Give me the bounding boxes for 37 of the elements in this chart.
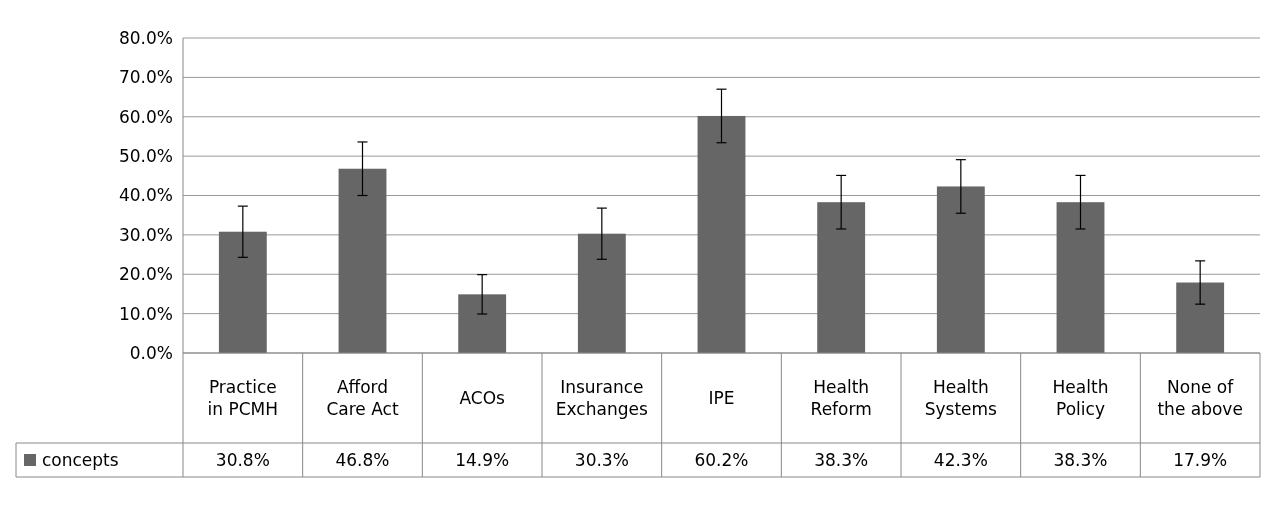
x-tick-label: Afford Care Act (326, 376, 399, 419)
y-tick-label: 50.0% (118, 146, 173, 167)
data-label: 38.3% (814, 449, 869, 470)
bar (1056, 202, 1105, 353)
data-label: 30.8% (215, 449, 270, 470)
y-tick-label: 0.0% (129, 342, 173, 363)
x-tick-label: Health Systems (924, 376, 998, 419)
data-label: 38.3% (1053, 449, 1108, 470)
x-tick-label: Health Policy (1052, 376, 1109, 419)
bar (577, 233, 626, 353)
bar (697, 115, 746, 353)
bar (458, 294, 507, 353)
data-label: 17.9% (1173, 449, 1228, 470)
bar (1176, 282, 1225, 353)
x-tick-label: ACOs (459, 387, 506, 408)
y-tick-label: 40.0% (118, 185, 173, 206)
bar (338, 168, 387, 353)
y-tick-label: 20.0% (118, 264, 173, 285)
x-tick-label: Health Reform (810, 376, 872, 419)
data-label: 14.9% (455, 449, 510, 470)
x-tick-label: None of the above (1157, 376, 1243, 419)
y-tick-label: 70.0% (118, 67, 173, 88)
y-tick-label: 80.0% (118, 27, 173, 48)
data-label: 42.3% (933, 449, 988, 470)
legend-label: concepts (42, 449, 119, 470)
y-tick-label: 10.0% (118, 303, 173, 324)
bar (817, 202, 866, 353)
bar (218, 231, 267, 353)
data-label: 60.2% (694, 449, 749, 470)
x-tick-label: Practice in PCMH (207, 376, 279, 419)
bar (936, 186, 985, 353)
y-tick-label: 30.0% (118, 224, 173, 245)
x-tick-label: IPE (708, 387, 735, 408)
data-label: 46.8% (335, 449, 390, 470)
y-tick-label: 60.0% (118, 106, 173, 127)
data-label: 30.3% (574, 449, 629, 470)
x-tick-label: Insurance Exchanges (555, 376, 648, 419)
